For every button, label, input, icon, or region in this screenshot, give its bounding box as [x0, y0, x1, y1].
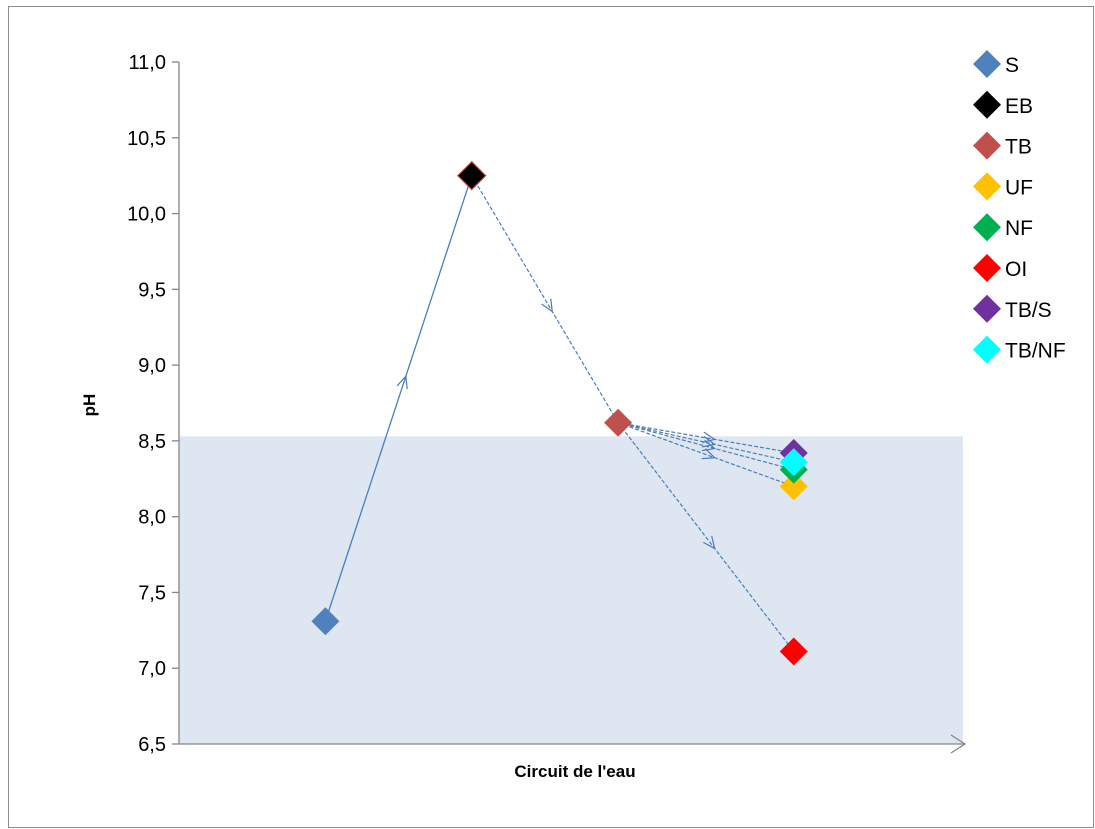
legend-marker-oi: [973, 254, 1001, 282]
data-point-s: [311, 607, 340, 636]
connector-line: [617, 422, 794, 487]
connector-arrowhead: [702, 535, 716, 550]
y-tick-label: 10,0: [127, 204, 166, 226]
legend-label-uf: UF: [1005, 176, 1033, 199]
connector-line: [324, 175, 473, 622]
legend-marker-tb: [973, 131, 1001, 160]
y-tick-label: 10,5: [127, 128, 166, 150]
data-point-eb: [456, 160, 487, 191]
legend-label-nf: NF: [1005, 217, 1033, 240]
legend-label-tb: TB: [1005, 136, 1032, 159]
legend-label-oi: OI: [1005, 258, 1027, 281]
legend-label-tb-nf: TB/NF: [1005, 340, 1066, 363]
y-tick-label: 8,0: [138, 507, 166, 529]
connector-line: [617, 422, 794, 471]
y-tick-label: 9,0: [138, 355, 166, 377]
legend-label-eb: EB: [1005, 95, 1033, 118]
x-axis-title: Circuit de l'eau: [514, 762, 635, 781]
y-tick-label: 9,5: [138, 279, 166, 301]
connector-line: [471, 175, 619, 424]
connector-arrowhead: [396, 374, 408, 390]
legend-marker-tb-nf: [973, 335, 1001, 364]
legend-label-s: S: [1005, 54, 1019, 77]
y-tick-label: 6,5: [138, 734, 166, 756]
y-tick-label: 11,0: [129, 52, 166, 74]
legend-marker-uf: [973, 172, 1001, 201]
y-axis-title: pH: [80, 394, 99, 417]
connector-line: [617, 422, 795, 652]
data-point-tb-nf: [779, 448, 808, 477]
x-axis-arrow: [950, 734, 967, 754]
legend-marker-s: [973, 50, 1001, 78]
y-tick-label: 7,0: [138, 658, 166, 680]
connector-line: [617, 422, 794, 463]
legend-label-tb-s: TB/S: [1005, 299, 1052, 322]
legend-marker-nf: [973, 213, 1001, 242]
connector-arrowhead: [541, 298, 553, 313]
data-point-uf: [779, 472, 808, 501]
ph-band: [179, 436, 963, 744]
connector-arrowhead: [701, 448, 717, 460]
data-point-tb: [604, 408, 633, 437]
legend-marker-eb: [973, 90, 1001, 119]
data-point-oi: [779, 637, 808, 666]
y-tick-label: 7,5: [138, 582, 166, 604]
y-tick-label: 8,5: [138, 431, 166, 453]
legend-marker-tb-s: [973, 294, 1001, 323]
